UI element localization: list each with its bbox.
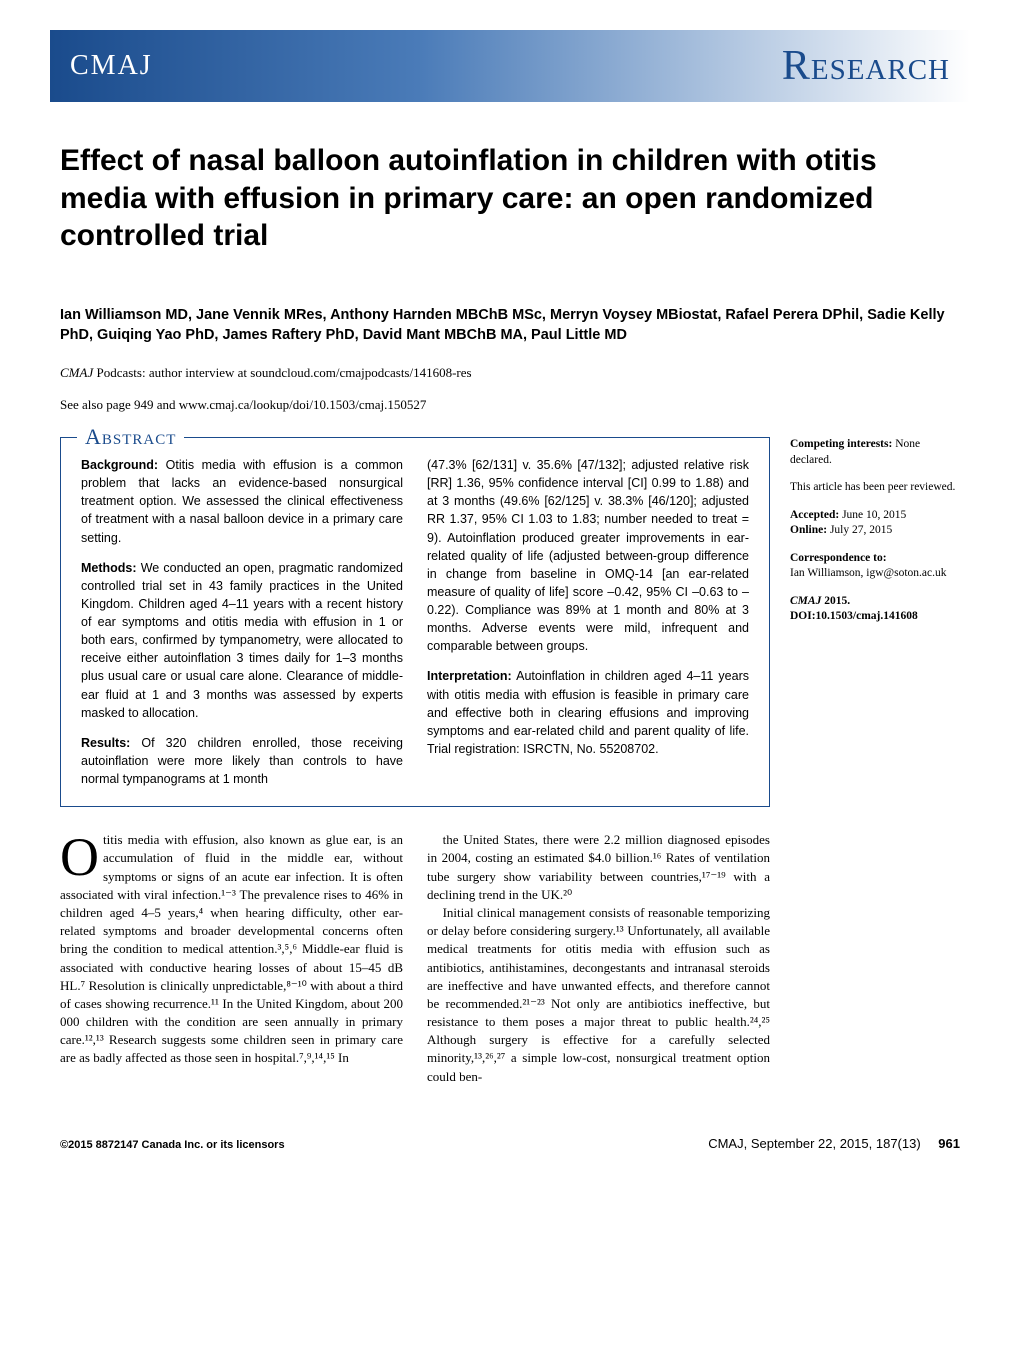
results-label: Results: [81, 736, 130, 750]
abstract-results-b: (47.3% [62/131] v. 35.6% [47/132]; adjus… [427, 456, 749, 655]
interpretation-label: Interpretation: [427, 669, 512, 683]
abstract-box: Abstract Background: Otitis media with e… [60, 437, 770, 807]
podcast-prefix: CMAJ [60, 365, 93, 380]
body-p1: Otitis media with effusion, also known a… [60, 831, 403, 1067]
background-label: Background: [81, 458, 158, 472]
online-label: Online: [790, 524, 827, 536]
correspondence-label: Correspondence to: [790, 552, 887, 564]
dates: Accepted: June 10, 2015 Online: July 27, … [790, 508, 960, 539]
journal-short: CMAJ [70, 50, 153, 82]
citation: CMAJ 2015. DOI:10.1503/cmaj.141608 [790, 594, 960, 625]
body-p1-text: titis media with effusion, also known as… [60, 832, 403, 1065]
body-p2-text: Initial clinical management consists of … [427, 905, 770, 1084]
methods-label: Methods: [81, 561, 137, 575]
peer-review: This article has been peer reviewed. [790, 480, 960, 496]
accepted-text: June 10, 2015 [839, 509, 906, 521]
body-p1b: the United States, there were 2.2 millio… [427, 831, 770, 904]
dropcap: O [60, 831, 103, 881]
see-also: See also page 949 and www.cmaj.ca/lookup… [60, 397, 960, 413]
author-list: Ian Williamson MD, Jane Vennik MRes, Ant… [60, 305, 960, 346]
left-column: Abstract Background: Otitis media with e… [60, 437, 770, 1086]
body-p2: Initial clinical management consists of … [427, 904, 770, 1086]
podcast-text: Podcasts: author interview at soundcloud… [93, 365, 471, 380]
article-title: Effect of nasal balloon autoinflation in… [60, 142, 960, 255]
abstract-background: Background: Otitis media with effusion i… [81, 456, 403, 547]
competing-label: Competing interests: [790, 438, 892, 450]
citation-italic: CMAJ [790, 595, 821, 607]
correspondence-text: Ian Williamson, igw@soton.ac.uk [790, 567, 947, 579]
sidebar: Competing interests: None declared. This… [790, 437, 960, 1086]
footer-copyright: ©2015 8872147 Canada Inc. or its licenso… [60, 1139, 285, 1151]
footer-citation: CMAJ, September 22, 2015, 187(13) 961 [708, 1136, 960, 1151]
abstract-columns: Background: Otitis media with effusion i… [81, 456, 749, 788]
accepted-label: Accepted: [790, 509, 839, 521]
page: CMAJ Research Effect of nasal balloon au… [0, 0, 1020, 1191]
abstract-interpretation: Interpretation: Autoinflation in childre… [427, 667, 749, 758]
online-text: July 27, 2015 [827, 524, 892, 536]
podcast-line: CMAJ Podcasts: author interview at sound… [60, 365, 960, 381]
footer-cit-text: CMAJ, September 22, 2015, 187(13) [708, 1136, 920, 1151]
body-columns: Otitis media with effusion, also known a… [60, 831, 770, 1086]
footer: ©2015 8872147 Canada Inc. or its licenso… [60, 1136, 960, 1151]
section-label: Research [782, 42, 950, 90]
correspondence: Correspondence to: Ian Williamson, igw@so… [790, 551, 960, 582]
methods-text: We conducted an open, pragmatic randomiz… [81, 561, 403, 720]
results-text-b: (47.3% [62/131] v. 35.6% [47/132]; adjus… [427, 458, 749, 653]
abstract-results-a: Results: Of 320 children enrolled, those… [81, 734, 403, 788]
abstract-legend: Abstract [77, 424, 184, 450]
body-p1b-text: the United States, there were 2.2 millio… [427, 832, 770, 902]
results-text-a: Of 320 children enrolled, those receivin… [81, 736, 403, 786]
page-number: 961 [938, 1136, 960, 1151]
header-bar: CMAJ Research [50, 30, 970, 102]
competing-interests: Competing interests: None declared. [790, 437, 960, 468]
abstract-methods: Methods: We conducted an open, pragmatic… [81, 559, 403, 722]
main-row: Abstract Background: Otitis media with e… [60, 437, 960, 1086]
